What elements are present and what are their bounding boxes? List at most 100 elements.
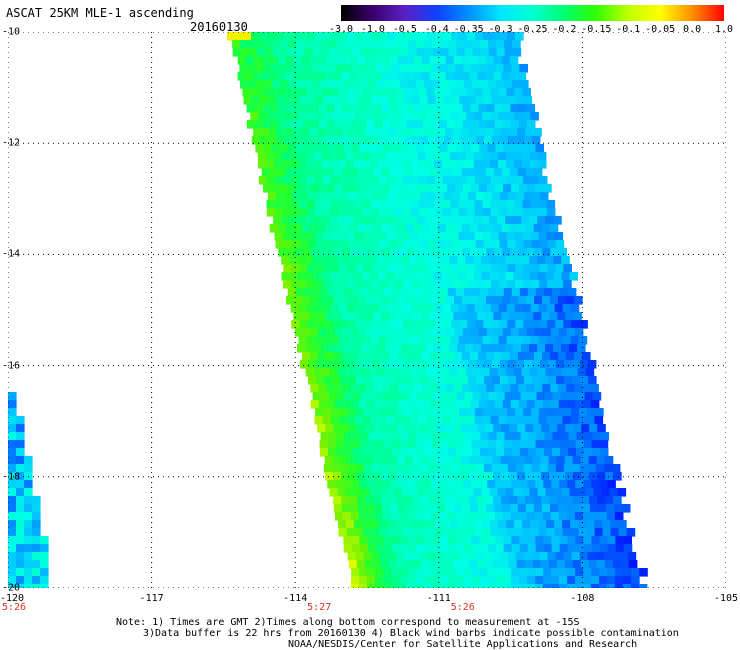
swath-cell	[339, 136, 349, 145]
swath-cell	[526, 512, 536, 521]
swath-cell	[250, 88, 259, 97]
swath-cell	[414, 120, 424, 129]
swath-cell	[327, 480, 336, 489]
swath-cell	[330, 88, 339, 97]
swath-cell	[304, 80, 313, 89]
swath-cell	[525, 128, 534, 137]
swath-cell	[542, 584, 552, 588]
swath-cell	[555, 240, 565, 249]
swath-cell	[538, 200, 548, 209]
swath-cell	[553, 368, 563, 377]
swath-cell	[32, 568, 41, 577]
swath-cell	[299, 240, 309, 249]
swath-cell	[495, 480, 504, 489]
swath-cell	[534, 248, 543, 257]
swath-cell	[367, 440, 377, 449]
swath-cell	[415, 480, 424, 489]
swath-cell	[395, 360, 405, 369]
swath-cell	[451, 408, 460, 417]
swath-cell	[455, 448, 465, 457]
swath-cell	[619, 552, 629, 561]
swath-cell	[299, 192, 309, 201]
swath-cell	[498, 208, 508, 217]
swath-cell	[401, 152, 411, 161]
swath-cell	[359, 144, 368, 153]
swath-cell	[421, 496, 430, 505]
swath-cell	[345, 344, 354, 353]
swath-cell	[505, 216, 514, 225]
swath-cell	[398, 104, 408, 113]
swath-cell	[432, 48, 442, 57]
swath-cell	[259, 32, 268, 41]
swath-cell	[611, 552, 621, 561]
swath-cell	[357, 472, 366, 481]
swath-cell	[447, 440, 457, 449]
swath-cell	[615, 536, 624, 545]
swath-cell	[603, 464, 613, 473]
swath-cell	[562, 520, 571, 529]
swath-cell	[387, 192, 397, 201]
swath-cell	[419, 264, 428, 273]
swath-cell	[324, 376, 333, 385]
swath-cell	[433, 256, 442, 265]
swath-cell	[298, 208, 308, 217]
swath-cell	[342, 120, 352, 129]
swath-cell	[421, 72, 431, 81]
swath-cell	[572, 560, 582, 569]
swath-cell	[467, 408, 476, 417]
swath-cell	[363, 552, 373, 561]
swath-cell	[379, 464, 389, 473]
swath-cell	[416, 432, 426, 441]
swath-cell	[513, 160, 523, 169]
swath-cell	[343, 536, 352, 545]
swath-cell	[320, 392, 330, 401]
swath-cell	[394, 176, 404, 185]
swath-cell	[479, 544, 489, 553]
swath-cell	[299, 280, 308, 289]
swath-cell	[275, 240, 285, 249]
swath-cell	[281, 256, 290, 265]
swath-cell	[505, 272, 515, 281]
swath-cell	[631, 576, 640, 585]
swath-cell	[413, 224, 423, 233]
swath-cell	[623, 576, 632, 585]
swath-cell	[525, 504, 535, 513]
swath-cell	[559, 568, 568, 577]
swath-cell	[16, 432, 25, 441]
swath-cell	[380, 456, 390, 465]
swath-cell	[483, 360, 493, 369]
swath-cell	[371, 96, 381, 105]
swath-cell	[527, 536, 536, 545]
swath-cell	[411, 96, 421, 105]
swath-cell	[350, 104, 360, 113]
swath-cell	[511, 144, 520, 153]
swath-cell	[472, 432, 482, 441]
swath-cell	[486, 512, 496, 521]
swath-cell	[435, 320, 444, 329]
swath-cell	[486, 248, 495, 257]
swath-cell	[354, 336, 364, 345]
swath-cell	[382, 296, 391, 305]
swath-cell	[350, 584, 360, 588]
swath-cell	[373, 472, 382, 481]
colorbar-tick: -0.25	[517, 24, 548, 35]
swath-cell	[345, 216, 354, 225]
swath-cell	[363, 408, 372, 417]
swath-cell	[301, 224, 311, 233]
swath-cell	[611, 464, 621, 473]
swath-cell	[357, 504, 367, 513]
swath-cell	[282, 112, 291, 121]
swath-cell	[319, 64, 328, 73]
swath-cell	[361, 344, 370, 353]
swath-cell	[286, 296, 295, 305]
swath-cell	[550, 400, 560, 409]
swath-cell	[555, 464, 565, 473]
swath-cell	[533, 504, 543, 513]
swath-cell	[477, 72, 487, 81]
swath-cell	[469, 496, 478, 505]
swath-cell	[339, 240, 349, 249]
swath-cell	[8, 496, 17, 505]
swath-cell	[321, 344, 330, 353]
swath-cell	[511, 544, 521, 553]
swath-cell	[384, 80, 393, 89]
